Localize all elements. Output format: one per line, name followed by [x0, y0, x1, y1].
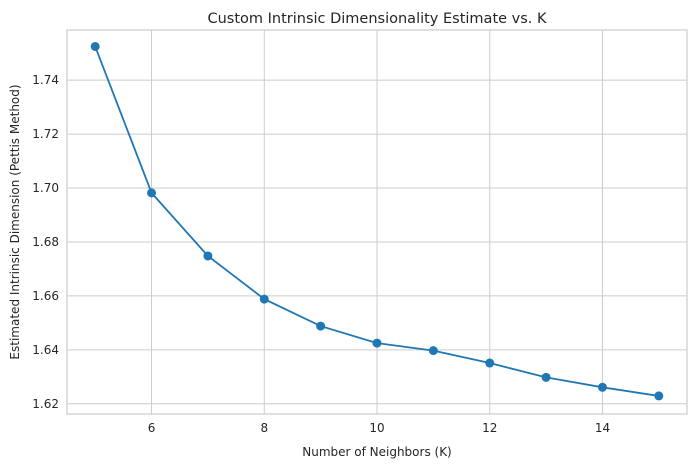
data-point — [428, 346, 438, 356]
data-point — [316, 321, 326, 331]
x-tick-label: 14 — [595, 421, 610, 435]
data-point — [259, 294, 269, 304]
data-point — [654, 391, 664, 401]
plot-frame — [66, 29, 688, 415]
x-axis-label: Number of Neighbors (K) — [302, 445, 452, 459]
tick-labels: 6 8 10 12 14 1.62 1.64 1.66 1.68 1.70 1.72 1.74 — [32, 73, 610, 435]
grid-lines — [67, 30, 687, 414]
data-point — [485, 358, 495, 368]
data-point — [203, 251, 213, 261]
x-tick-label: 8 — [260, 421, 268, 435]
x-tick-label: 10 — [369, 421, 384, 435]
data-point — [372, 338, 382, 348]
x-tick-label: 6 — [148, 421, 156, 435]
data-point — [597, 382, 607, 392]
y-tick-label: 1.66 — [32, 289, 59, 303]
data-point — [90, 41, 100, 51]
x-tick-label: 12 — [482, 421, 497, 435]
y-tick-label: 1.64 — [32, 343, 59, 357]
series-layer — [90, 41, 664, 401]
y-tick-label: 1.68 — [32, 235, 59, 249]
data-point — [541, 372, 551, 382]
y-tick-label: 1.62 — [32, 397, 59, 411]
y-tick-label: 1.72 — [32, 127, 59, 141]
data-point — [147, 188, 157, 198]
y-tick-label: 1.74 — [32, 73, 59, 87]
chart-title: Custom Intrinsic Dimensionality Estimate… — [207, 11, 547, 27]
y-axis-label: Estimated Intrinsic Dimension (Pettis Me… — [8, 84, 22, 359]
y-tick-label: 1.70 — [32, 181, 59, 195]
